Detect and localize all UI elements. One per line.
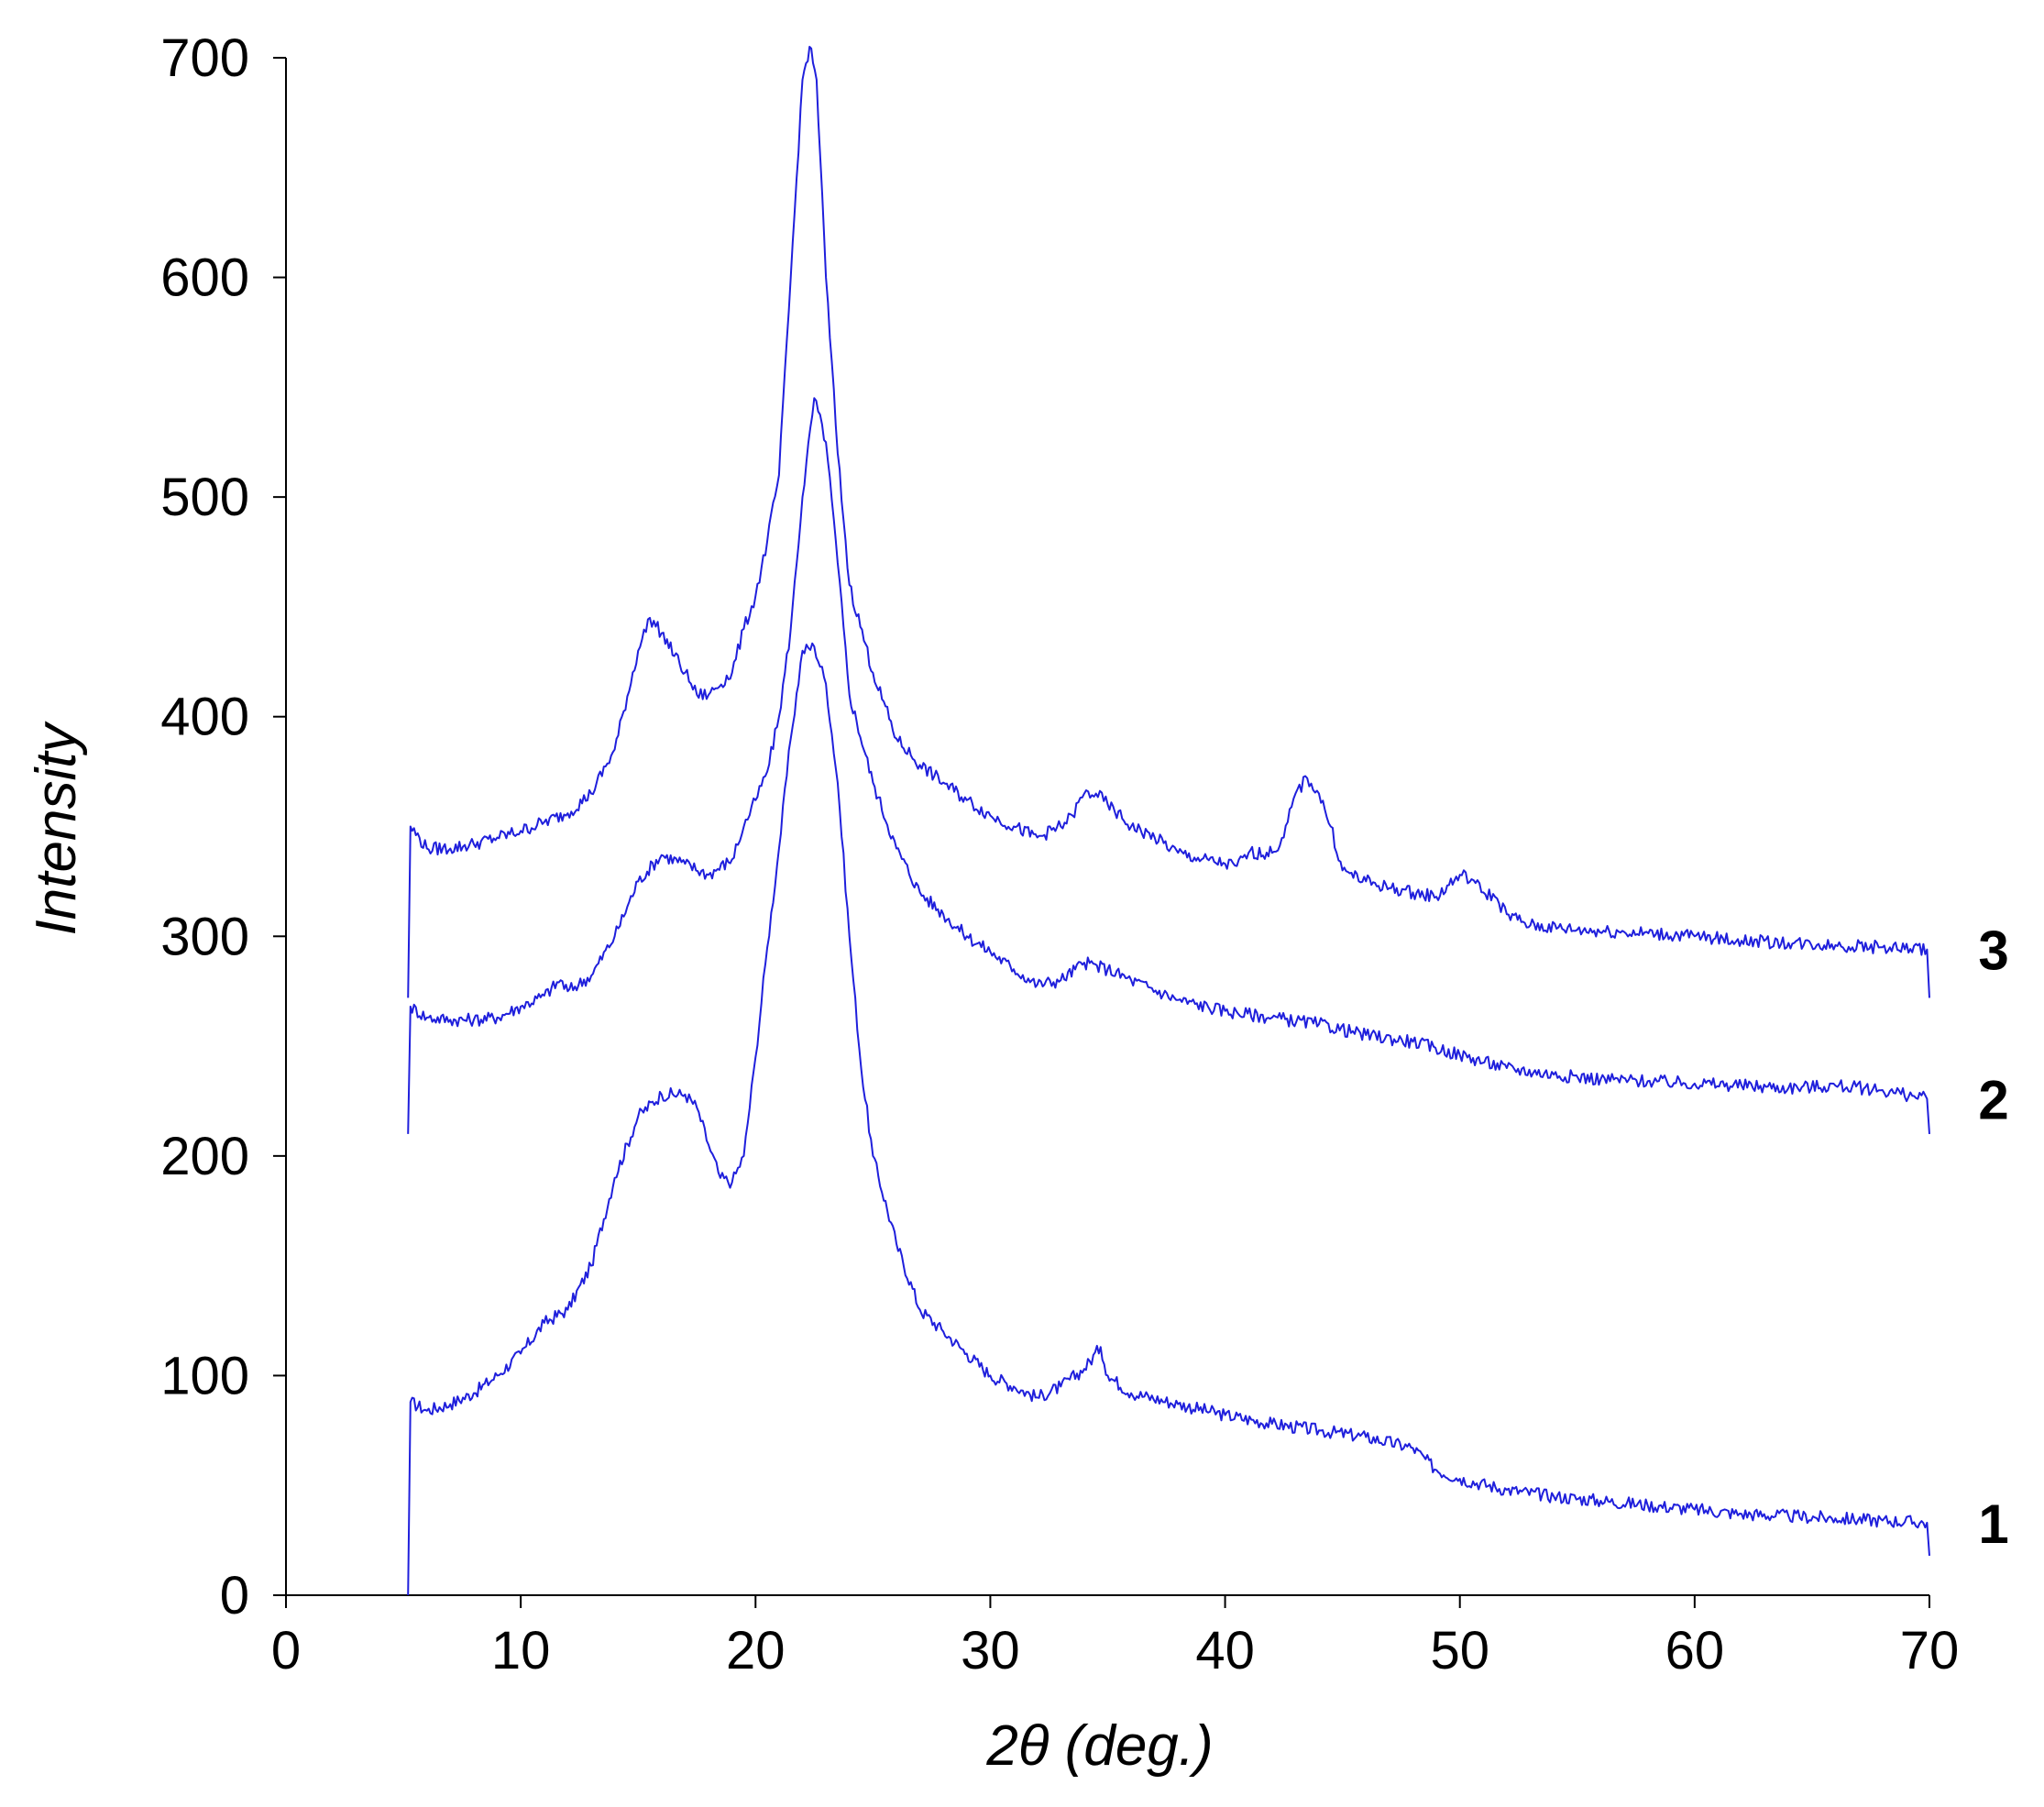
x-tick-label: 20 <box>726 1621 786 1680</box>
series-lines <box>407 46 1930 1596</box>
x-axis-title: 2θ (deg.) <box>985 1714 1213 1778</box>
plot-area: 0 100 200 300 400 500 600 700 0 10 20 30 40 50 60 70 1… <box>160 28 2008 1680</box>
x-tick-label: 60 <box>1665 1621 1725 1680</box>
series-line-3 <box>407 46 1930 998</box>
y-tick-label: 600 <box>160 248 249 308</box>
series-label-3: 3 <box>1978 920 2008 982</box>
series-label-1: 1 <box>1978 1493 2008 1555</box>
y-tick-label: 0 <box>220 1566 249 1625</box>
x-tick-label: 10 <box>491 1621 551 1680</box>
y-tick-label: 700 <box>160 28 249 88</box>
x-tick-label: 0 <box>271 1621 301 1680</box>
x-tick-label: 30 <box>961 1621 1020 1680</box>
x-ticks: 0 10 20 30 40 50 60 70 <box>271 1595 1959 1680</box>
series-line-1 <box>407 642 1930 1596</box>
y-axis-title: Intensity <box>25 721 88 936</box>
x-tick-label: 70 <box>1900 1621 1960 1680</box>
x-tick-label: 40 <box>1195 1621 1255 1680</box>
series-line-2 <box>407 397 1930 1134</box>
x-tick-label: 50 <box>1430 1621 1489 1680</box>
series-labels: 1 2 3 <box>1978 920 2008 1555</box>
y-tick-label: 200 <box>160 1127 249 1186</box>
y-ticks: 0 100 200 300 400 500 600 700 <box>160 28 286 1625</box>
y-tick-label: 300 <box>160 907 249 966</box>
y-tick-label: 100 <box>160 1346 249 1405</box>
series-label-2: 2 <box>1978 1070 2008 1131</box>
y-tick-label: 500 <box>160 468 249 527</box>
y-tick-label: 400 <box>160 688 249 747</box>
